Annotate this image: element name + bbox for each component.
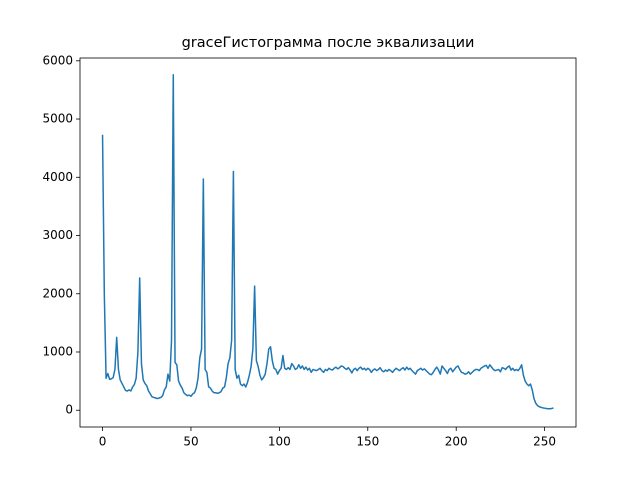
- y-tick-label: 0: [65, 403, 73, 417]
- x-tick-label: 100: [268, 435, 291, 449]
- y-tick-label: 3000: [42, 228, 73, 242]
- y-tick-label: 5000: [42, 112, 73, 126]
- x-tick-label: 150: [356, 435, 379, 449]
- x-tick-label: 0: [99, 435, 107, 449]
- y-tick-label: 2000: [42, 286, 73, 300]
- x-tick-label: 200: [445, 435, 468, 449]
- y-tick-label: 4000: [42, 170, 73, 184]
- x-tick-label: 250: [533, 435, 556, 449]
- line: [101, 74, 554, 410]
- chart-title: graceГистограмма после эквализации: [182, 35, 475, 51]
- x-tick-label: 50: [183, 435, 198, 449]
- axes-frame: [79, 57, 577, 428]
- y-tick-label: 1000: [42, 344, 73, 358]
- y-tick-label: 6000: [42, 53, 73, 67]
